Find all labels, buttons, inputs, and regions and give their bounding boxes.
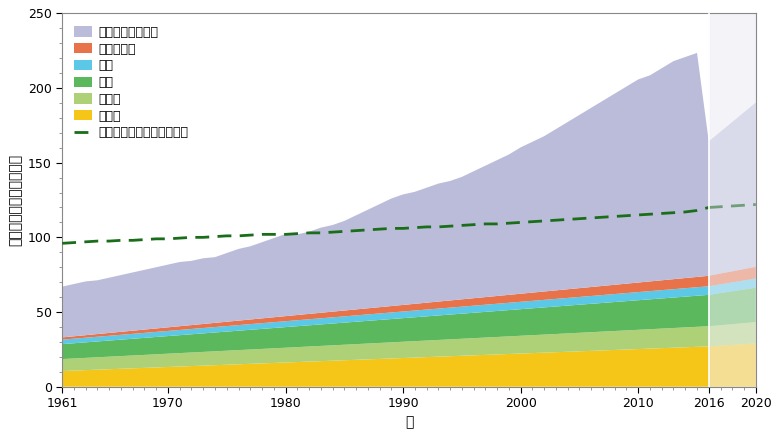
X-axis label: 年: 年 [405, 416, 413, 430]
Legend: 二酸化炭素吸収地, 生産阻害地, 漁場, 森林, 牧草地, 耕作地, 世界のバイオキャパシティ: 二酸化炭素吸収地, 生産阻害地, 漁場, 森林, 牧草地, 耕作地, 世界のバイ… [72, 23, 190, 142]
Bar [709, 13, 756, 387]
Y-axis label: 億グローバルヘクタール: 億グローバルヘクタール [9, 154, 23, 246]
